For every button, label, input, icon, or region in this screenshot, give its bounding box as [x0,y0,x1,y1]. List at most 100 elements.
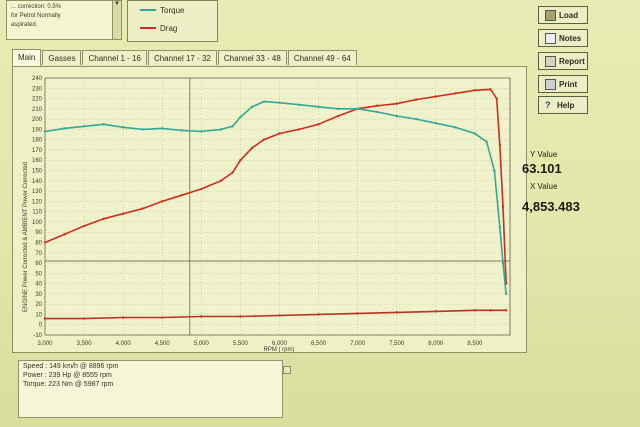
series-line-baseline [45,309,507,320]
data-point-torque [395,114,398,118]
data-point-drag [375,104,379,107]
data-point-torque [63,127,66,130]
notes-button[interactable]: Notes [538,29,588,47]
y-tick-label: 230 [32,86,43,92]
x-tick-label: 7,500 [389,341,405,347]
data-point-torque [102,123,105,126]
correction-note: ... correction: 0.5% for Petrol Normally… [6,0,116,40]
y-tick-label: 220 [32,97,43,103]
series-layer [43,88,508,320]
data-point-drag [200,187,203,191]
y-tick-label: 70 [35,251,42,257]
tab-main[interactable]: Main [12,49,42,66]
data-point-drag [498,143,502,147]
tab-channel-33-48[interactable]: Channel 33 - 48 [217,50,287,65]
legend-item-drag[interactable]: Drag [140,22,177,34]
data-point-baseline [161,316,164,319]
x-tick-label: 3,500 [77,341,93,347]
x-value-label: X Value [530,182,558,191]
data-point-drag [250,146,254,150]
data-point-baseline [434,310,437,313]
data-point-torque [501,261,505,265]
summary-scroll-handle[interactable] [283,366,291,374]
y-tick-label: 200 [32,117,43,123]
y-tick-label: -10 [33,333,42,339]
data-point-torque [200,130,203,133]
notes-icon [545,32,556,44]
data-point-torque [375,110,379,114]
data-point-torque [121,126,125,129]
data-point-torque [161,127,164,130]
note-line: for Petrol Normally [11,13,61,19]
data-point-baseline [43,317,47,320]
data-point-baseline [278,314,281,317]
speed-line: Speed : 149 km/h @ 8896 rpm [23,363,119,370]
data-point-torque [485,140,488,143]
data-point-drag [395,102,398,105]
y-tick-label: 240 [32,76,43,82]
torque-label: Torque [160,5,185,15]
x-axis-label: RPM ( rpm) [264,347,295,353]
data-point-torque [141,128,144,131]
torque-swatch [140,9,156,11]
help-button[interactable]: ? Help [538,96,588,114]
data-point-drag [336,114,340,118]
tab-channel-49-64[interactable]: Channel 49 - 64 [287,50,357,65]
data-point-drag [317,123,320,126]
data-point-torque [278,101,281,104]
y-tick-label: 50 [35,271,42,277]
help-label: Help [557,100,575,110]
x-tick-label: 6,500 [311,341,327,347]
notes-label: Notes [559,33,582,43]
tab-gasses[interactable]: Gasses [42,50,82,65]
data-point-drag [501,205,505,208]
printer-icon [545,78,556,90]
print-label: Print [559,79,578,89]
data-point-drag [489,88,492,91]
data-point-torque [473,132,477,135]
data-point-torque [454,126,457,129]
tab-channel-17-32[interactable]: Channel 17 - 32 [147,50,217,65]
legend-item-torque[interactable]: Torque [140,4,184,16]
load-icon [545,9,556,21]
x-tick-label: 5,500 [233,341,249,347]
y-tick-label: 60 [35,261,42,267]
y-tick-label: 160 [32,158,43,164]
note-scrollbar[interactable]: ▼ [112,0,122,40]
x-tick-label: 4,000 [116,341,132,347]
x-tick-label: 8,500 [467,341,483,347]
y-tick-label: 80 [35,240,42,246]
x-tick-label: 8,000 [428,341,444,347]
tab-channel-1-16[interactable]: Channel 1 - 16 [82,50,147,65]
power-line: Power : 239 Hp @ 8555 rpm [23,372,112,379]
plot-area [44,77,511,336]
data-point-torque [493,169,496,172]
dyno-chart[interactable]: -10 0 10 20 30 40 50 60 70 80 90 100 110 120 130 140 150… [13,67,528,354]
x-tick-label: 4,500 [155,341,171,347]
data-point-drag [219,179,223,182]
data-point-drag [231,171,234,174]
data-point-drag [141,207,144,210]
data-point-drag [454,92,457,95]
drag-label: Drag [160,23,178,33]
load-button[interactable]: Load [538,6,588,24]
data-point-drag [239,159,242,162]
chart-grid [44,77,511,336]
report-button[interactable]: Report [538,52,588,70]
load-label: Load [559,10,579,20]
drag-swatch [140,27,156,29]
x-tick-label: 6,000 [272,341,288,347]
data-point-torque [43,130,47,133]
y-tick-label: 20 [35,302,42,308]
data-point-torque [180,129,183,132]
note-line: aspirated. [11,22,38,28]
y-tick-label: 90 [35,230,42,236]
x-value-readout: 4,853.483 [522,199,580,214]
x-tick-label: 5,000 [194,341,210,347]
print-button[interactable]: Print [538,75,588,93]
data-point-torque [262,100,266,103]
data-point-baseline [200,315,203,318]
data-point-torque [219,128,223,131]
peak-summary: Speed : 149 km/h @ 8896 rpm Power : 239 … [18,360,283,418]
data-point-torque [239,115,242,119]
